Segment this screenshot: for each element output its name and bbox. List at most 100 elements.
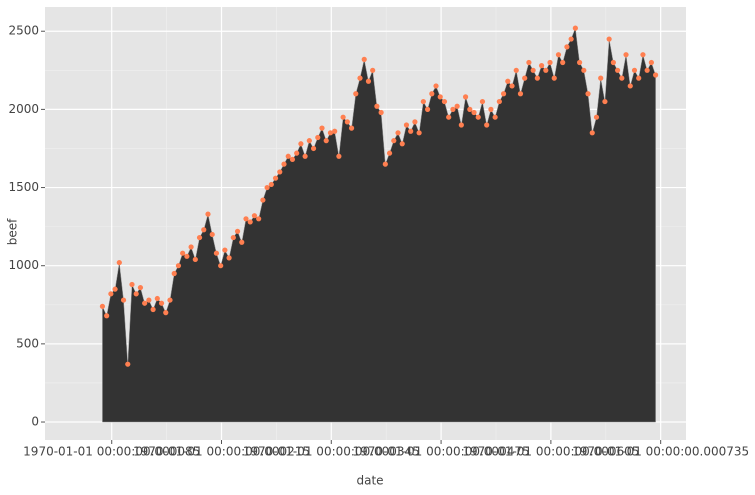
point (209, 231, 215, 238)
point (640, 52, 646, 58)
point (424, 106, 431, 112)
point (522, 75, 528, 81)
point (260, 197, 266, 203)
point (315, 134, 321, 141)
point (462, 94, 469, 100)
x-tick-label: 1970-01-01 00:00:00.000735 (572, 445, 749, 459)
point (420, 98, 426, 105)
y-tick-label: 2000 (8, 102, 39, 116)
point (500, 91, 507, 97)
x-tick-label: 1970-01-01 00:00:00.000605 (462, 445, 639, 459)
point (218, 263, 224, 269)
point (652, 72, 659, 78)
point (538, 63, 545, 69)
point (239, 239, 245, 245)
point (302, 153, 308, 159)
point (517, 91, 524, 97)
point (167, 297, 173, 303)
point (154, 295, 160, 302)
point (332, 128, 338, 134)
point (361, 56, 367, 62)
point (146, 297, 152, 303)
point (374, 103, 380, 109)
point (589, 130, 595, 136)
point (488, 106, 494, 112)
point (496, 98, 502, 105)
point (614, 67, 621, 73)
point (454, 103, 460, 109)
point (180, 250, 186, 256)
point (526, 59, 532, 66)
point (108, 291, 114, 297)
point (467, 106, 473, 112)
y-tick-label: 1500 (8, 180, 39, 194)
point (120, 297, 127, 303)
point (365, 78, 372, 84)
point (471, 109, 477, 116)
y-tick-label: 1000 (8, 258, 39, 272)
point (555, 52, 562, 58)
x-axis-label: date (356, 474, 383, 488)
point (446, 114, 452, 120)
point (298, 141, 304, 147)
point (213, 250, 220, 256)
point (458, 122, 464, 128)
point (631, 67, 638, 73)
point (602, 98, 608, 105)
point (142, 300, 148, 306)
point (158, 300, 165, 306)
y-axis-label: beef (6, 218, 20, 245)
point (129, 281, 135, 288)
point (247, 219, 253, 225)
point (99, 303, 106, 309)
point (336, 153, 342, 159)
point (251, 213, 258, 219)
point (572, 25, 578, 31)
point (623, 52, 629, 58)
point (294, 150, 300, 156)
point (644, 67, 650, 73)
point (433, 83, 439, 89)
point (505, 78, 511, 84)
point (340, 114, 346, 120)
x-tick-label: 1970-01-01 00:00:00.000215 (133, 445, 310, 459)
x-tick-label: 1970-01-01 00:00:00.000345 (243, 445, 420, 459)
point (395, 130, 401, 136)
point (310, 145, 317, 152)
point (429, 91, 435, 97)
point (230, 234, 236, 241)
point (598, 75, 604, 81)
y-tick-label: 0 (31, 415, 39, 429)
point (610, 59, 616, 66)
point (564, 44, 570, 50)
point (175, 263, 182, 269)
point (547, 59, 553, 66)
point (551, 75, 557, 81)
point (370, 67, 376, 73)
point (184, 253, 190, 259)
point (619, 75, 625, 81)
point (319, 125, 325, 131)
point (125, 361, 131, 367)
point (104, 313, 110, 319)
point (412, 119, 418, 125)
x-tick-label: 1970-01-01 00:00:00.000475 (353, 445, 530, 459)
point (585, 91, 591, 97)
point (408, 128, 414, 134)
x-tick-label: 1970-01-01 00:00:00.000085 (23, 445, 200, 459)
point (386, 150, 393, 156)
point (543, 67, 549, 73)
point (357, 75, 363, 81)
point (513, 67, 519, 73)
y-tick-label: 2500 (8, 24, 39, 38)
point (437, 94, 443, 100)
point (636, 75, 642, 81)
point (568, 36, 574, 42)
point (593, 114, 600, 120)
point (188, 244, 194, 250)
point (163, 310, 169, 316)
point (201, 227, 207, 233)
point (441, 98, 448, 105)
point (479, 98, 486, 105)
point (256, 216, 262, 222)
